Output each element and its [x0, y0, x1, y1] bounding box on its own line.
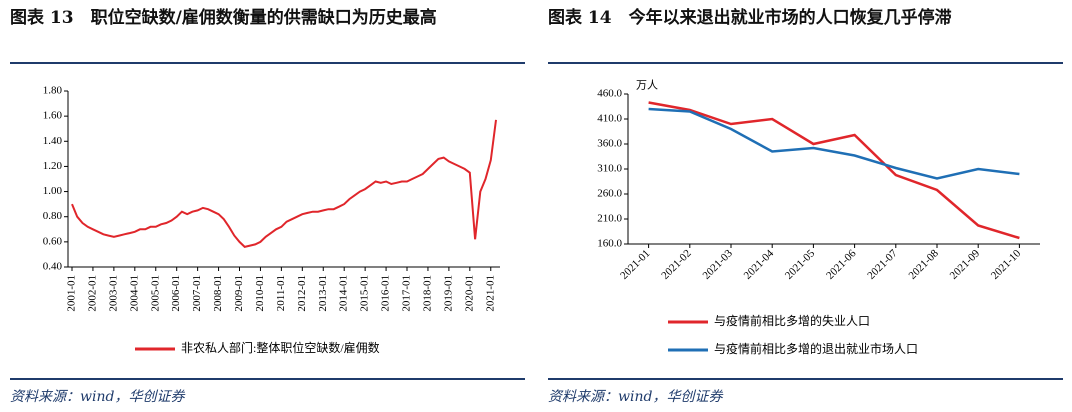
x-tick-label: 2019-01 — [442, 275, 454, 312]
x-tick-label: 2021-07 — [865, 247, 900, 282]
x-tick-label: 2021-03 — [700, 247, 735, 282]
x-tick-label: 2018-01 — [421, 275, 433, 312]
source: 资料来源：wind，华创证券 — [548, 378, 1063, 406]
x-tick-label: 2004-01 — [128, 275, 140, 312]
x-tick-label: 2015-01 — [359, 275, 371, 312]
x-tick-label: 2020-01 — [463, 275, 475, 312]
y-axis-label: 万人 — [636, 79, 658, 92]
chart: 160.0 210.0 260.0 310.0 360.0 410.0 460.0 万人 202… — [597, 79, 1040, 356]
x-tick-label: 2021-05 — [783, 247, 818, 282]
line — [648, 101, 1020, 240]
y-tick-label: 360.0 — [597, 138, 622, 150]
x-tick-label: 2006-01 — [170, 275, 182, 312]
line — [71, 119, 497, 249]
panel-left: 图表 13 职位空缺数/雇佣数衡量的供需缺口为历史最高 0.40 0.60 0.80… — [10, 0, 525, 412]
x-tick-label: 2009-01 — [233, 275, 245, 312]
x-tick-label: 2010-01 — [254, 275, 266, 312]
y-tick-label: 410.0 — [597, 113, 622, 125]
y-tick-label: 310.0 — [597, 163, 622, 175]
x-tick-label: 2021-01 — [484, 275, 496, 312]
x-tick-label: 2013-01 — [317, 275, 329, 312]
legend-label: 与疫情前相比多增的失业人口 — [714, 313, 870, 328]
x-tick-label: 2021-02 — [659, 247, 693, 281]
x-tick-label: 2016-01 — [380, 275, 392, 312]
x-tick-label: 2005-01 — [149, 275, 161, 312]
x-tick-label: 2021-10 — [989, 247, 1024, 282]
chart-title: 图表 14 今年以来退出就业市场的人口恢复几乎停滞 — [548, 4, 1063, 64]
legend-label: 非农私人部门:整体职位空缺数/雇佣数 — [181, 340, 380, 355]
x-tick-label: 2014-01 — [338, 275, 350, 312]
legend-label: 与疫情前相比多增的退出就业市场人口 — [714, 341, 918, 356]
x-tick-label: 2012-01 — [296, 275, 308, 312]
y-tick-label: 1.80 — [43, 85, 63, 97]
y-tick-label: 0.80 — [43, 210, 63, 222]
y-tick-label: 1.20 — [43, 160, 63, 172]
y-tick-label: 460.0 — [597, 88, 622, 100]
line — [648, 107, 1020, 180]
x-tick-label: 2017-01 — [401, 275, 413, 312]
x-tick-label: 2021-01 — [618, 247, 652, 281]
x-tick-label: 2002-01 — [86, 275, 98, 312]
chart-title: 图表 13 职位空缺数/雇佣数衡量的供需缺口为历史最高 — [10, 4, 525, 64]
x-tick-label: 2021-06 — [824, 247, 859, 282]
x-tick-label: 2021-09 — [948, 247, 983, 282]
y-tick-label: 0.40 — [43, 261, 63, 273]
y-tick-label: 1.40 — [43, 135, 63, 147]
x-tick-label: 2011-01 — [275, 275, 287, 311]
panel-right: 图表 14 今年以来退出就业市场的人口恢复几乎停滞 160.0 210.0 260.… — [548, 0, 1063, 412]
y-tick-label: 1.60 — [43, 110, 63, 122]
x-tick-label: 2008-01 — [212, 275, 224, 312]
x-tick-label: 2003-01 — [107, 275, 119, 312]
x-tick-label: 2007-01 — [191, 275, 203, 312]
x-tick-label: 2021-04 — [742, 247, 777, 282]
y-tick-label: 0.60 — [43, 235, 63, 247]
x-tick-label: 2001-01 — [66, 275, 78, 312]
y-tick-label: 210.0 — [597, 213, 622, 225]
y-tick-label: 260.0 — [597, 188, 622, 200]
x-tick-label: 2021-08 — [906, 247, 941, 282]
y-tick-label: 160.0 — [597, 238, 622, 250]
source: 资料来源：wind，华创证券 — [10, 378, 525, 406]
y-tick-label: 1.00 — [43, 185, 63, 197]
chart: 0.40 0.60 0.80 1.00 1.20 1.40 1.60 1.80 2001-01 2… — [43, 85, 500, 355]
